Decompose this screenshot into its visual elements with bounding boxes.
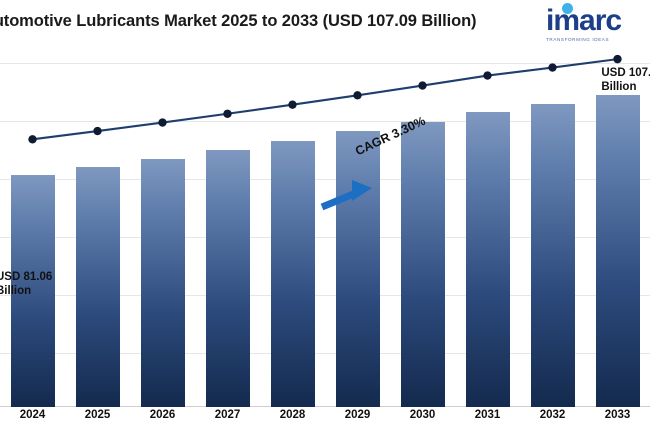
bar-2030 (400, 121, 445, 407)
x-tick-2028: 2028 (279, 409, 306, 421)
bar-2026 (140, 158, 185, 407)
gridline (0, 121, 650, 122)
data-point-2026 (158, 118, 167, 127)
x-tick-2031: 2031 (474, 409, 501, 421)
x-tick-2030: 2030 (409, 409, 436, 421)
data-point-2025 (93, 126, 102, 136)
gridline (0, 353, 650, 354)
x-tick-2027: 2027 (214, 409, 241, 421)
logo-wordmark: imarc (546, 3, 642, 37)
logo-text: imarc (546, 4, 622, 37)
trend-arrow-icon (320, 180, 372, 211)
data-point-2024 (28, 135, 37, 144)
bar-2028 (270, 140, 315, 407)
x-tick-2025: 2025 (84, 409, 111, 421)
imarc-logo: imarc TRANSFORMING IDEAS (546, 3, 642, 48)
start-value-label: USD 81.06 Billion (0, 271, 53, 298)
bar-2029 (335, 131, 380, 407)
x-tick-2024: 2024 (19, 409, 46, 421)
x-axis-labels: 2024 2025 2026 2027 2028 2029 2030 2031 2032 2033 (0, 407, 650, 433)
data-point-2027 (223, 109, 232, 118)
gridline (0, 237, 650, 238)
page-title: Automotive Lubricants Market 2025 to 203… (0, 12, 477, 30)
bar-2025 (75, 167, 120, 407)
data-point-2030 (418, 81, 427, 90)
data-point-2032 (548, 63, 557, 72)
gridline (0, 63, 650, 64)
gridline (0, 295, 650, 296)
logo-dot-icon (562, 3, 573, 14)
data-point-2028 (288, 100, 297, 109)
gridline (0, 179, 650, 180)
data-point-2031 (483, 71, 492, 80)
x-axis-line (0, 406, 650, 407)
logo-tagline: TRANSFORMING IDEAS (546, 37, 610, 42)
bar-2031 (465, 111, 510, 407)
data-point-2033 (613, 54, 622, 64)
x-tick-2029: 2029 (344, 409, 371, 421)
data-point-2029 (353, 91, 362, 100)
bar-2027 (205, 149, 250, 407)
bar-2032 (530, 103, 575, 407)
x-tick-2026: 2026 (149, 409, 176, 421)
bar-2033 (595, 95, 640, 407)
bar-2024 (10, 175, 55, 407)
x-tick-2033: 2033 (604, 409, 631, 421)
trend-line-svg (28, 54, 622, 211)
x-tick-2032: 2032 (539, 409, 566, 421)
